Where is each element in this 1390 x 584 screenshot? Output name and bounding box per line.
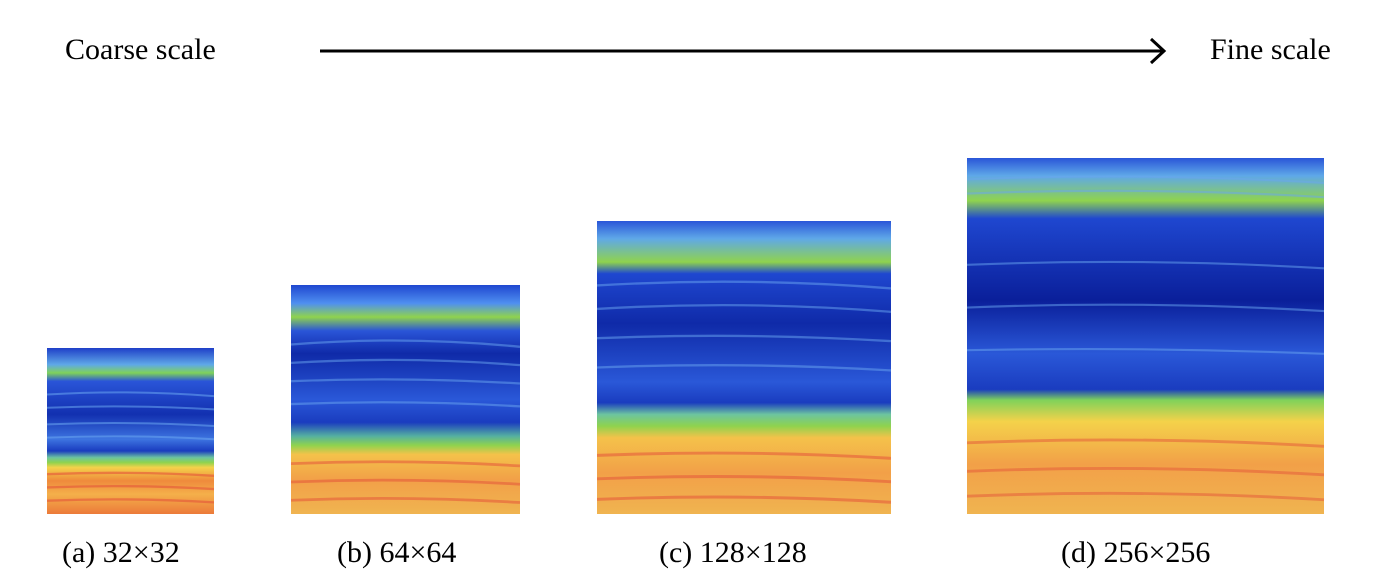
caption-a: (a) 32×32: [62, 536, 180, 569]
coarse-scale-label: Coarse scale: [65, 33, 216, 66]
panel-image-32: [47, 348, 214, 514]
panel-image-64: [291, 285, 520, 514]
panel-image-128: [597, 221, 891, 514]
caption-c: (c) 128×128: [659, 536, 807, 569]
caption-d: (d) 256×256: [1061, 536, 1211, 569]
caption-b: (b) 64×64: [337, 536, 457, 569]
scale-arrow-icon: [320, 37, 1167, 65]
panel-image-256: [967, 158, 1324, 514]
fine-scale-label: Fine scale: [1210, 33, 1331, 66]
